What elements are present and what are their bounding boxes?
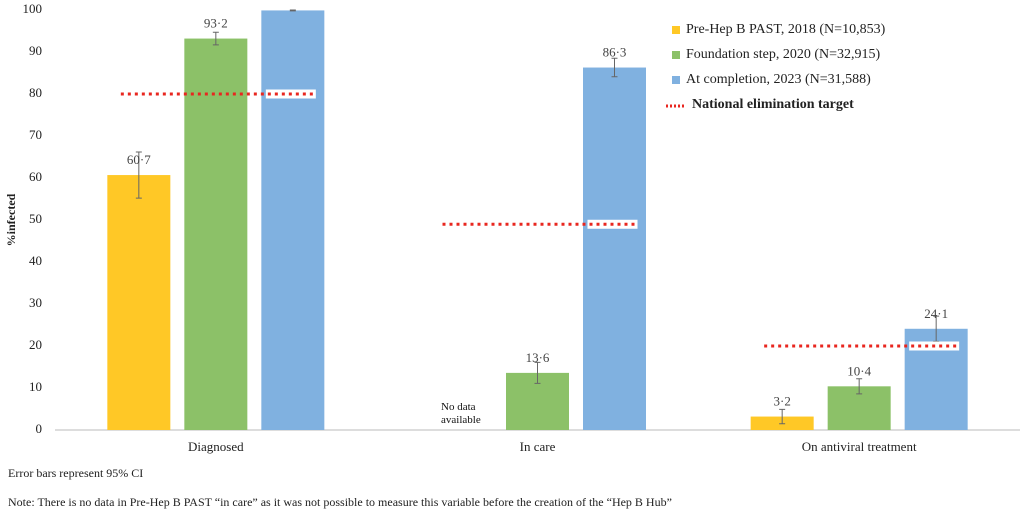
value-label: 10·4 <box>847 363 871 378</box>
value-label: 99·9 <box>281 0 305 2</box>
error-bar <box>779 408 786 425</box>
legend-label: Foundation step, 2020 (N=32,915) <box>686 47 880 62</box>
legend-swatch <box>672 51 680 59</box>
value-label: 93·2 <box>204 16 228 31</box>
bar <box>184 38 248 431</box>
x-tick-label: In care <box>520 439 556 454</box>
y-axis-label: %infected <box>4 193 18 246</box>
x-tick-label: Diagnosed <box>188 439 244 454</box>
legend-label: Pre-Hep B PAST, 2018 (N=10,853) <box>686 22 886 37</box>
value-label: 86·3 <box>603 45 627 60</box>
legend-swatch <box>672 76 680 84</box>
error-bar <box>933 315 940 342</box>
legend-label: At completion, 2023 (N=31,588) <box>686 72 871 87</box>
y-tick-label: 40 <box>29 253 42 268</box>
error-bar <box>611 57 618 78</box>
value-label: 24·1 <box>924 306 948 321</box>
error-bar <box>135 151 142 199</box>
y-tick-label: 50 <box>29 211 42 226</box>
y-tick-label: 90 <box>29 43 42 58</box>
y-tick-label: 20 <box>29 337 42 352</box>
footnote: Note: There is no data in Pre-Hep B PAST… <box>8 495 672 509</box>
y-tick-label: 10 <box>29 379 42 394</box>
error-bar <box>856 378 863 395</box>
error-bar <box>289 9 296 12</box>
y-tick-label: 30 <box>29 295 42 310</box>
y-tick-label: 80 <box>29 85 42 100</box>
y-tick-label: 0 <box>36 421 43 436</box>
annotation: No data available <box>441 401 481 426</box>
legend-label: National elimination target <box>692 97 854 112</box>
footnote: Error bars represent 95% CI <box>8 466 143 480</box>
y-tick-label: 70 <box>29 127 42 142</box>
x-tick-label: On antiviral treatment <box>802 439 917 454</box>
value-label: 3·2 <box>773 394 790 409</box>
value-label: 13·6 <box>526 350 550 365</box>
y-tick-label: 60 <box>29 169 42 184</box>
legend-swatch <box>672 26 680 34</box>
error-bar <box>534 361 541 384</box>
bar <box>107 175 171 430</box>
error-bar <box>212 31 219 46</box>
value-label: 60·7 <box>127 152 151 167</box>
bar <box>261 10 325 430</box>
bar <box>583 67 646 430</box>
y-tick-label: 100 <box>23 1 43 16</box>
